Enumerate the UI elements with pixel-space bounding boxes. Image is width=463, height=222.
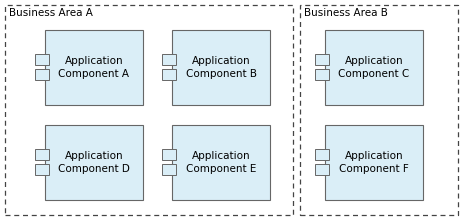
Bar [325, 30, 423, 105]
Bar [5, 5, 293, 215]
Bar [300, 5, 458, 215]
Bar [35, 54, 49, 65]
Text: Business Area A: Business Area A [9, 8, 93, 18]
Bar [315, 69, 329, 81]
Bar [162, 69, 176, 81]
Text: Application
Component F: Application Component F [339, 151, 409, 174]
Text: Application
Component C: Application Component C [338, 56, 410, 79]
Bar [162, 54, 176, 65]
Text: Application
Component B: Application Component B [186, 56, 257, 79]
Bar [162, 165, 176, 176]
Bar [45, 125, 143, 200]
Bar [162, 149, 176, 161]
Bar [315, 149, 329, 161]
Bar [35, 165, 49, 176]
Bar [315, 54, 329, 65]
Bar [325, 125, 423, 200]
Bar [172, 30, 270, 105]
Bar [35, 69, 49, 81]
Bar [315, 165, 329, 176]
Bar [45, 30, 143, 105]
Text: Business Area B: Business Area B [304, 8, 388, 18]
Bar [172, 125, 270, 200]
Bar [35, 149, 49, 161]
Text: Application
Component A: Application Component A [58, 56, 130, 79]
Text: Application
Component D: Application Component D [58, 151, 130, 174]
Text: Application
Component E: Application Component E [186, 151, 256, 174]
